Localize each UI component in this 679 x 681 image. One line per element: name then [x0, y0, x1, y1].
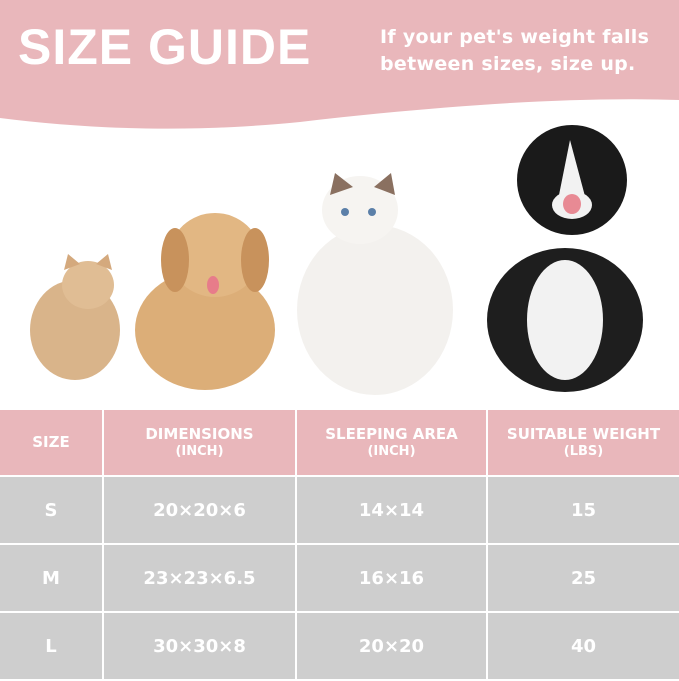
- header-label: SIZE: [32, 433, 70, 451]
- header-unit: (LBS): [563, 443, 604, 459]
- note-line-1: If your pet's weight falls: [380, 26, 650, 48]
- cell-weight: 25: [486, 543, 679, 613]
- cell-sleeping-area: 20×20: [295, 611, 488, 681]
- size-table: SIZE DIMENSIONS (INCH) SLEEPING AREA (INCH…: [0, 408, 679, 681]
- note-line-2: between sizes, size up.: [380, 53, 636, 75]
- column-header-size: SIZE: [0, 408, 104, 477]
- header-unit: (INCH): [175, 443, 224, 459]
- cell-weight: 15: [486, 475, 679, 545]
- column-header-weight: SUITABLE WEIGHT (LBS): [486, 408, 679, 477]
- cell-dimensions: 23×23×6.5: [102, 543, 297, 613]
- size-note: If your pet's weight falls between sizes…: [380, 24, 649, 78]
- cell-sleeping-area: 14×14: [295, 475, 488, 545]
- cell-weight: 40: [486, 611, 679, 681]
- cell-dimensions: 20×20×6: [102, 475, 297, 545]
- cell-size: S: [0, 475, 104, 545]
- table-row: M 23×23×6.5 16×16 25: [0, 543, 679, 613]
- header-banner: [0, 0, 679, 129]
- header-label: SLEEPING AREA: [325, 424, 458, 443]
- page-title: SIZE GUIDE: [18, 19, 312, 75]
- table-header-row: SIZE DIMENSIONS (INCH) SLEEPING AREA (INCH…: [0, 408, 679, 477]
- cell-sleeping-area: 16×16: [295, 543, 488, 613]
- cell-dimensions: 30×30×8: [102, 611, 297, 681]
- column-header-sleeping-area: SLEEPING AREA (INCH): [295, 408, 488, 477]
- header-unit: (INCH): [367, 443, 416, 459]
- cat-ragdoll-image: [297, 173, 453, 395]
- table-row: L 30×30×8 20×20 40: [0, 611, 679, 681]
- table-row: S 20×20×6 14×14 15: [0, 475, 679, 545]
- dog-fluffy-image: [135, 213, 275, 390]
- cat-small-image: [30, 254, 120, 380]
- header-label: DIMENSIONS: [145, 424, 254, 443]
- cell-size: L: [0, 611, 104, 681]
- column-header-dimensions: DIMENSIONS (INCH): [102, 408, 297, 477]
- header-label: SUITABLE WEIGHT: [506, 424, 661, 443]
- dog-border-collie-image: [487, 125, 643, 392]
- cell-size: M: [0, 543, 104, 613]
- pets-photo: [30, 125, 643, 395]
